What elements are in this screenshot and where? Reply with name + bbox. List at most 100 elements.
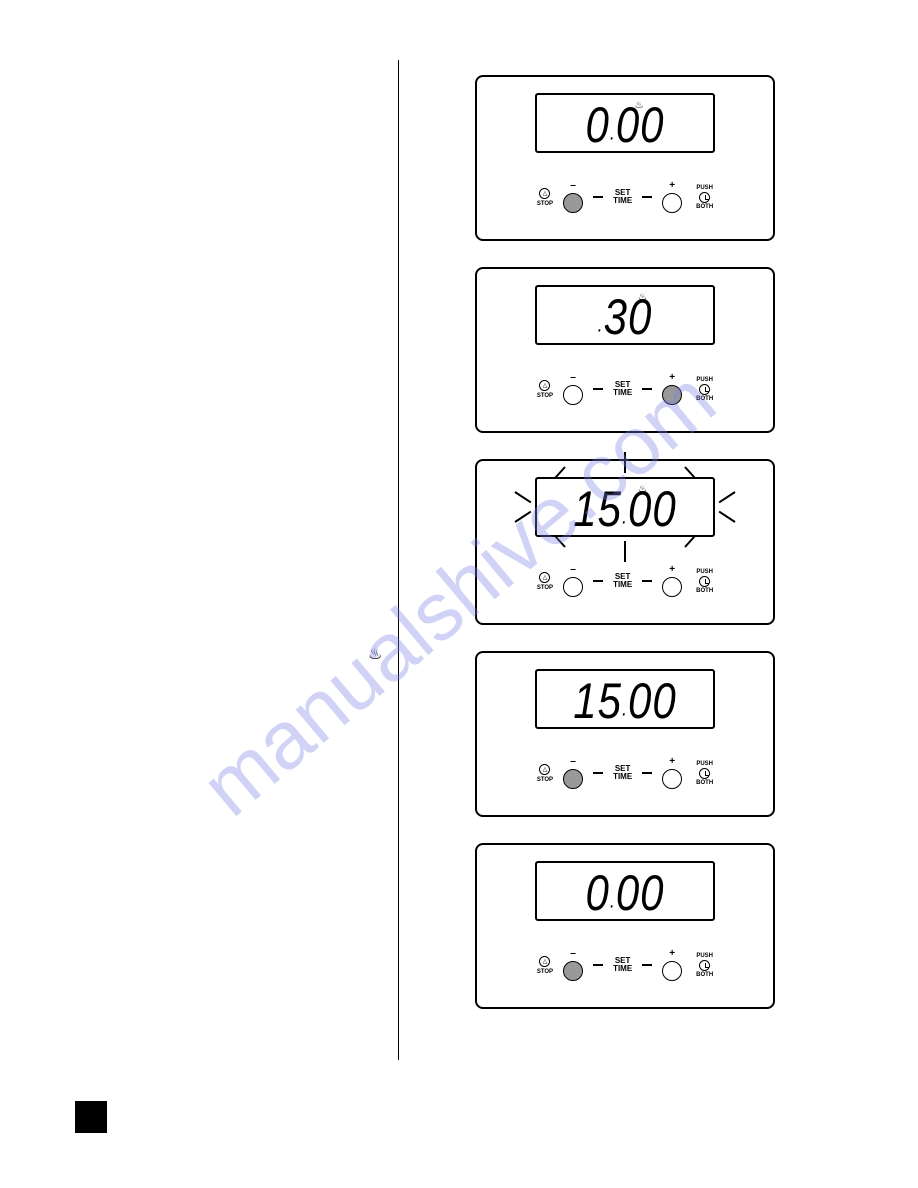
plus-button[interactable] bbox=[662, 577, 682, 597]
set-time-label: SETTIME bbox=[613, 189, 632, 205]
set-time-label: SETTIME bbox=[613, 765, 632, 781]
plus-button-group: + bbox=[662, 949, 682, 981]
push-both-group: PUSH BOTH bbox=[696, 953, 713, 978]
clock-icon bbox=[699, 960, 710, 971]
dash bbox=[593, 388, 603, 390]
stop-group: △ STOP bbox=[537, 188, 553, 207]
stop-group: △ STOP bbox=[537, 764, 553, 783]
stop-label: STOP bbox=[537, 201, 553, 207]
stop-group: △ STOP bbox=[537, 380, 553, 399]
minus-button-group: – bbox=[563, 565, 583, 597]
dash bbox=[642, 580, 652, 582]
dash bbox=[593, 196, 603, 198]
controls-row: △ STOP – SETTIME + PUSH BOTH bbox=[477, 949, 773, 981]
stop-label: STOP bbox=[537, 585, 553, 591]
plus-button-group: + bbox=[662, 181, 682, 213]
minus-button[interactable] bbox=[563, 961, 583, 981]
plus-button[interactable] bbox=[662, 769, 682, 789]
push-both-group: PUSH BOTH bbox=[696, 185, 713, 210]
bell-icon: △ bbox=[539, 380, 550, 391]
push-label: PUSH bbox=[696, 761, 713, 767]
dash bbox=[642, 964, 652, 966]
set-time-label: SETTIME bbox=[613, 381, 632, 397]
minus-sign: – bbox=[570, 181, 576, 191]
push-both-group: PUSH BOTH bbox=[696, 377, 713, 402]
stop-label: STOP bbox=[537, 969, 553, 975]
minus-button[interactable] bbox=[563, 769, 583, 789]
dash bbox=[593, 772, 603, 774]
plus-button[interactable] bbox=[662, 193, 682, 213]
both-label: BOTH bbox=[696, 588, 713, 594]
controls-row: △ STOP – SETTIME + PUSH BOTH bbox=[477, 565, 773, 597]
clock-icon bbox=[699, 576, 710, 587]
push-label: PUSH bbox=[696, 377, 713, 383]
stop-label: STOP bbox=[537, 393, 553, 399]
dash bbox=[642, 196, 652, 198]
push-label: PUSH bbox=[696, 185, 713, 191]
minus-sign: – bbox=[570, 565, 576, 575]
page-number-block bbox=[75, 1101, 107, 1133]
clock-icon bbox=[699, 768, 710, 779]
clock-icon bbox=[699, 192, 710, 203]
controls-row: △ STOP – SETTIME + PUSH BOTH bbox=[477, 181, 773, 213]
lcd-value: 0.00 bbox=[585, 864, 664, 922]
lcd-value: 15.00 bbox=[573, 480, 676, 538]
minus-sign: – bbox=[570, 757, 576, 767]
push-label: PUSH bbox=[696, 569, 713, 575]
timer-panel: ♨0.00 △ STOP – SETTIME + PUSH BOTH bbox=[475, 75, 775, 241]
both-label: BOTH bbox=[696, 972, 713, 978]
plus-sign: + bbox=[669, 949, 675, 959]
bell-icon: △ bbox=[539, 188, 550, 199]
minus-sign: – bbox=[570, 949, 576, 959]
minus-button[interactable] bbox=[563, 385, 583, 405]
minus-sign: – bbox=[570, 373, 576, 383]
bell-icon: △ bbox=[539, 956, 550, 967]
timer-panel: ♨.30△STOP–SETTIME+PUSHBOTH bbox=[475, 267, 775, 433]
lcd-value: 15.00 bbox=[573, 672, 676, 730]
plus-button-group: + bbox=[662, 565, 682, 597]
both-label: BOTH bbox=[696, 780, 713, 786]
dash bbox=[593, 580, 603, 582]
panels-container: ♨0.00△STOP–SETTIME+PUSHBOTH♨.30△STOP–SET… bbox=[475, 75, 775, 1009]
plus-button-group: + bbox=[662, 757, 682, 789]
dash bbox=[642, 388, 652, 390]
controls-row: △ STOP – SETTIME + PUSH BOTH bbox=[477, 373, 773, 405]
plus-button[interactable] bbox=[662, 385, 682, 405]
lcd-display: ♨0.00 bbox=[535, 93, 715, 153]
minus-button[interactable] bbox=[563, 193, 583, 213]
minus-button-group: – bbox=[563, 757, 583, 789]
dash bbox=[593, 964, 603, 966]
set-time-label: SETTIME bbox=[613, 573, 632, 589]
set-time-label: SETTIME bbox=[613, 957, 632, 973]
lcd-value: .30 bbox=[598, 288, 653, 346]
both-label: BOTH bbox=[696, 204, 713, 210]
both-label: BOTH bbox=[696, 396, 713, 402]
push-both-group: PUSH BOTH bbox=[696, 569, 713, 594]
plus-button-group: + bbox=[662, 373, 682, 405]
lcd-display: ♨15.00 bbox=[535, 477, 715, 537]
minus-button[interactable] bbox=[563, 577, 583, 597]
stop-group: △ STOP bbox=[537, 572, 553, 591]
timer-panel: 15.00 △ STOP – SETTIME + PUSH BOTH bbox=[475, 651, 775, 817]
push-label: PUSH bbox=[696, 953, 713, 959]
minus-button-group: – bbox=[563, 373, 583, 405]
lcd-value: 0.00 bbox=[585, 96, 664, 154]
lcd-display: 0.00 bbox=[535, 861, 715, 921]
dash bbox=[642, 772, 652, 774]
plus-sign: + bbox=[669, 181, 675, 191]
timer-panel: 0.00 △ STOP – SETTIME + PUSH BOTH bbox=[475, 843, 775, 1009]
plus-sign: + bbox=[669, 565, 675, 575]
bell-icon: △ bbox=[539, 764, 550, 775]
lcd-display: 15.00 bbox=[535, 669, 715, 729]
bell-icon: △ bbox=[539, 572, 550, 583]
minus-button-group: – bbox=[563, 949, 583, 981]
plus-sign: + bbox=[669, 373, 675, 383]
heat-icon: ♨ bbox=[368, 644, 382, 664]
plus-button[interactable] bbox=[662, 961, 682, 981]
minus-button-group: – bbox=[563, 181, 583, 213]
stop-label: STOP bbox=[537, 777, 553, 783]
clock-icon bbox=[699, 384, 710, 395]
controls-row: △ STOP – SETTIME + PUSH BOTH bbox=[477, 757, 773, 789]
stop-group: △ STOP bbox=[537, 956, 553, 975]
timer-panel: ♨15.00 △ STOP – SETTIME + PUSH BOTH bbox=[475, 459, 775, 625]
